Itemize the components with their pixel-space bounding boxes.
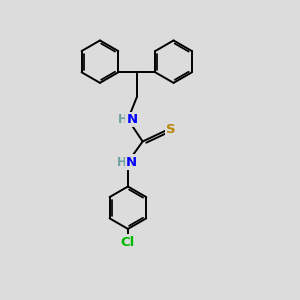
- Text: N: N: [127, 113, 138, 126]
- Text: H: H: [118, 113, 128, 126]
- Text: H: H: [116, 156, 126, 169]
- Text: N: N: [126, 156, 137, 169]
- Text: Cl: Cl: [121, 236, 135, 249]
- Text: S: S: [167, 123, 176, 136]
